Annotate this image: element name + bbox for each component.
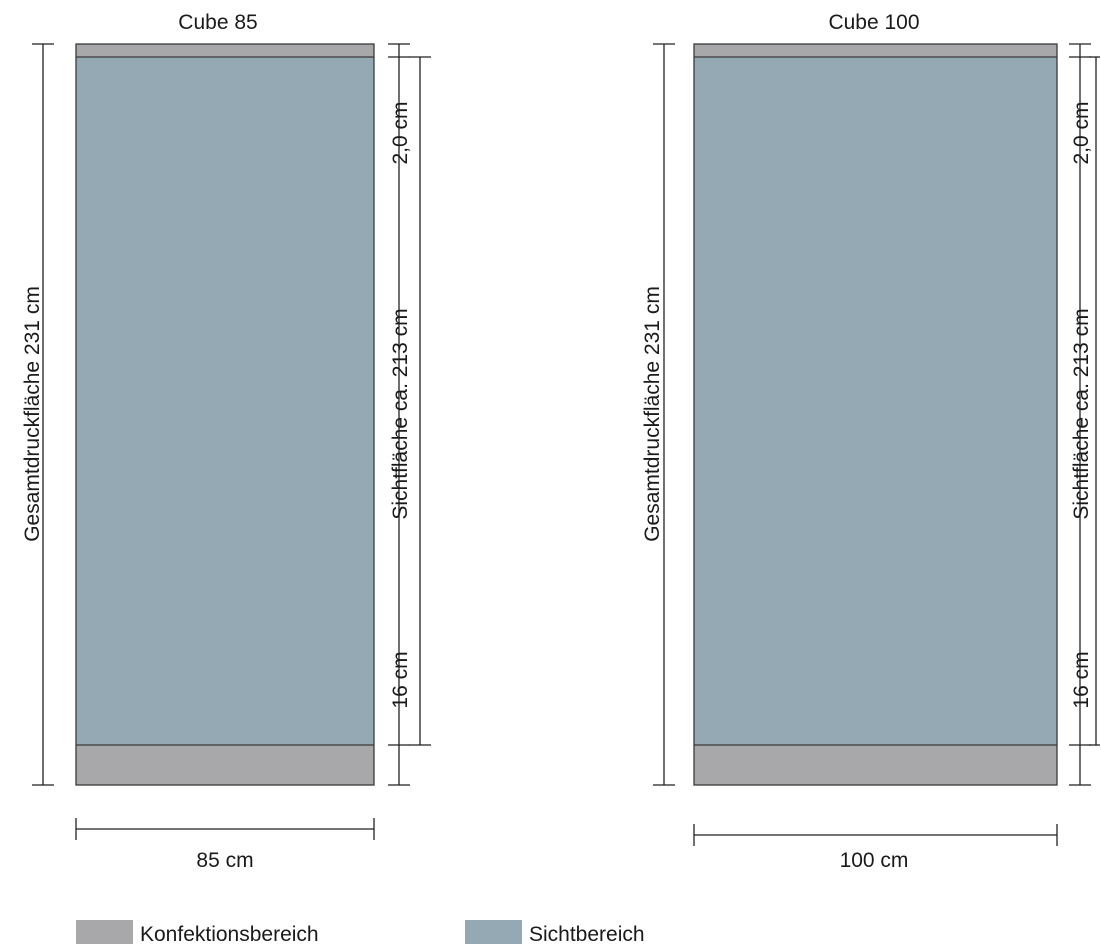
visible-height-label-cube100: Sichtfläche ca. 213 cm	[1070, 308, 1093, 519]
legend: Konfektionsbereich Sichtbereich	[76, 920, 645, 944]
konfektion-bottom-cube85	[76, 745, 374, 785]
panel-title-cube100: Cube 100	[828, 11, 919, 34]
bottom-margin-label-cube85: 16 cm	[389, 651, 412, 708]
panel-cube100: Cube 100 Gesamtdruckfläche 231 cm 2,0 cm…	[641, 11, 1100, 872]
dimension-total-cube100	[653, 43, 675, 786]
banner-outline-cube100	[693, 43, 1058, 786]
legend-label-konfektion: Konfektionsbereich	[140, 923, 319, 944]
dimension-visible-cube85	[409, 56, 431, 746]
panel-cube85: Cube 85 Gesamtdruckfläche 231 cm 2,0 cm …	[21, 11, 431, 872]
dimension-width-cube100	[693, 824, 1058, 846]
total-height-label-cube85: Gesamtdruckfläche 231 cm	[21, 286, 44, 542]
konfektion-top-cube85	[76, 44, 374, 57]
dimension-margins-cube85	[388, 43, 410, 786]
sicht-area-cube100	[694, 57, 1057, 745]
konfektion-top-cube100	[694, 44, 1057, 57]
width-label-cube85: 85 cm	[196, 849, 253, 872]
dimension-width-cube85	[75, 818, 375, 840]
banner-outline-cube85	[75, 43, 375, 786]
bottom-margin-label-cube100: 16 cm	[1070, 651, 1093, 708]
legend-swatch-sicht	[465, 920, 522, 944]
sicht-area-cube85	[76, 57, 374, 745]
dimension-visible-cube100	[1089, 56, 1100, 746]
panel-title-cube85: Cube 85	[178, 11, 257, 34]
dimension-total-cube85	[32, 43, 54, 786]
dimension-margins-cube100	[1069, 43, 1091, 786]
top-margin-label-cube100: 2,0 cm	[1070, 101, 1093, 164]
top-margin-label-cube85: 2,0 cm	[389, 101, 412, 164]
legend-label-sicht: Sichtbereich	[529, 923, 645, 944]
visible-height-label-cube85: Sichtfläche ca. 213 cm	[389, 308, 412, 519]
width-label-cube100: 100 cm	[840, 849, 909, 872]
konfektion-bottom-cube100	[694, 745, 1057, 785]
legend-swatch-konfektion	[76, 920, 133, 944]
total-height-label-cube100: Gesamtdruckfläche 231 cm	[641, 286, 664, 542]
